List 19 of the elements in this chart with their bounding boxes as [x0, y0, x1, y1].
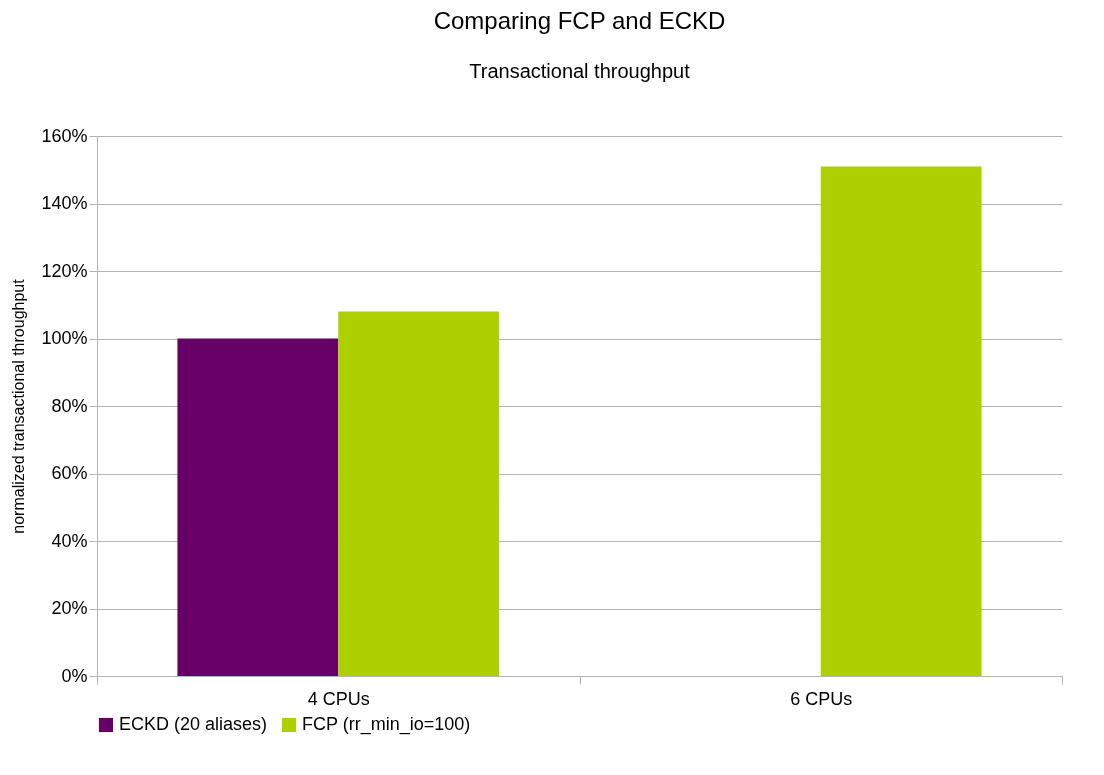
x-tick-label: 4 CPUs: [307, 688, 370, 709]
chart-title: Comparing FCP and ECKD: [433, 7, 726, 34]
y-tick-label: 160%: [41, 125, 88, 146]
y-tick-label: 20%: [51, 598, 88, 618]
y-axis-title: normalized transactional throughput: [10, 278, 28, 534]
bar: [820, 166, 982, 676]
bar: [338, 311, 500, 676]
y-tick-label: 60%: [51, 463, 88, 483]
legend-label: ECKD (20 aliases): [119, 714, 268, 734]
bar: [177, 338, 339, 676]
x-tick-label: 6 CPUs: [790, 688, 853, 709]
y-tick-label: 40%: [51, 530, 88, 551]
legend-label: FCP (rr_min_io=100): [302, 714, 471, 735]
y-tick-label: 100%: [41, 328, 88, 348]
y-tick-label: 140%: [41, 193, 88, 213]
y-tick-label: 0%: [61, 665, 88, 686]
y-tick-label: 120%: [41, 260, 88, 281]
chart-subtitle: Transactional throughput: [469, 60, 691, 82]
y-tick-label: 80%: [51, 395, 88, 416]
